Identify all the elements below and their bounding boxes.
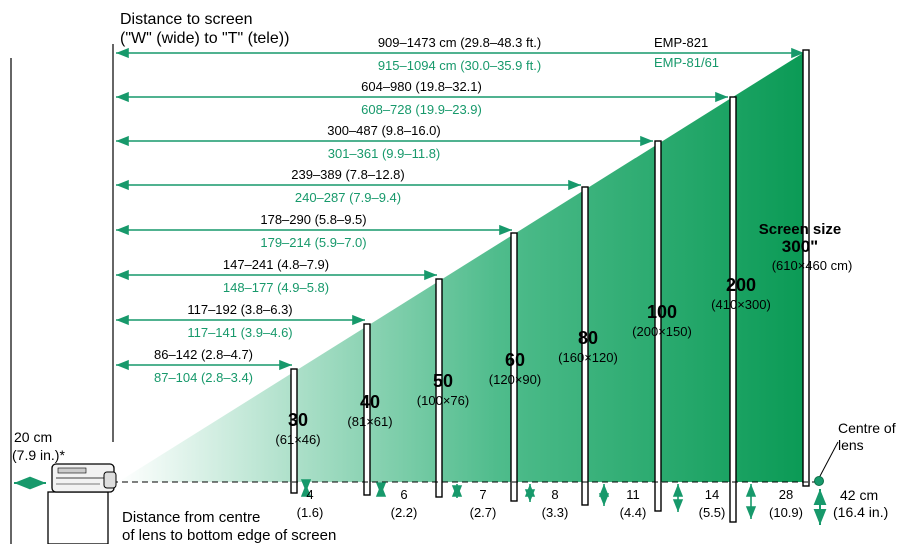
- distance-header-line1: Distance to screen: [120, 11, 253, 28]
- projector-icon: [51, 463, 117, 493]
- offset-arrows: [300, 479, 757, 519]
- distance-green-4: 179–214 (5.9–7.0): [260, 235, 366, 250]
- distance-black-1: 604–980 (19.8–32.1): [361, 79, 482, 94]
- distance-black-4: 178–290 (5.8–9.5): [260, 212, 366, 227]
- distance-black-7: 86–142 (2.8–4.7): [154, 347, 253, 362]
- distance-green-6: 117–141 (3.9–4.6): [187, 325, 292, 340]
- screen-size-300: 300": [782, 237, 818, 256]
- distance-black-5: 147–241 (4.8–7.9): [223, 257, 329, 272]
- screen-4: [581, 186, 589, 506]
- screen-size-30: 30: [288, 410, 308, 430]
- model-label-black: EMP-821: [654, 35, 708, 50]
- screen-size-60: 60: [505, 350, 525, 370]
- screen-dims-300: (610×460 cm): [772, 258, 853, 273]
- distance-black-0: 909–1473 cm (29.8–48.3 ft.): [378, 35, 541, 50]
- screen-6: [729, 96, 737, 523]
- screen-dims-200: (410×300): [711, 297, 771, 312]
- clearance-cm: 20 cm: [14, 429, 52, 445]
- clearance-in: (7.9 in.)*: [12, 447, 65, 463]
- lens-centre-label-1: Centre of: [838, 420, 896, 436]
- screen-dims-100: (200×150): [632, 324, 692, 339]
- screen-labels: 30 (61×46) 40 (81×61) 50 (100×76) 60 (12…: [275, 221, 852, 447]
- screen-size-100: 100: [647, 302, 677, 322]
- screen-dims-40: (81×61): [347, 414, 392, 429]
- distance-green-0: 915–1094 cm (30.0–35.9 ft.): [378, 58, 541, 73]
- distance-green-5: 148–177 (4.9–5.8): [223, 280, 329, 295]
- offset-in-50: (2.7): [470, 505, 497, 520]
- screen-0: [290, 368, 298, 494]
- screen-2: [435, 278, 443, 498]
- screen-7: [802, 49, 810, 487]
- screen-3: [510, 232, 518, 502]
- lens-centre-label-2: lens: [838, 437, 864, 453]
- screens: [290, 49, 810, 523]
- distance-black-3: 239–389 (7.8–12.8): [291, 167, 404, 182]
- offset-cm-60: 8: [551, 487, 558, 502]
- screen-size-50: 50: [433, 371, 453, 391]
- footer-line1: Distance from centre: [122, 509, 260, 526]
- distance-green-2: 301–361 (9.9–11.8): [328, 146, 441, 161]
- screen-size-200: 200: [726, 275, 756, 295]
- offset-labels: 4 (1.6) 6 (2.2) 7 (2.7) 8 (3.3) 11 (4.4)…: [297, 487, 803, 520]
- distance-header-line2: ("W" (wide) to "T" (tele)): [120, 30, 289, 47]
- offset-in-40: (2.2): [391, 505, 418, 520]
- screen-size-40: 40: [360, 392, 380, 412]
- offset-in-30: (1.6): [297, 505, 324, 520]
- offset-in-80: (4.4): [620, 505, 647, 520]
- model-label-green: EMP-81/61: [654, 55, 719, 70]
- distance-black-6: 117–192 (3.8–6.3): [187, 302, 292, 317]
- distance-black-2: 300–487 (9.8–16.0): [327, 123, 440, 138]
- screen-size-80: 80: [578, 328, 598, 348]
- screen-dims-80: (160×120): [558, 350, 618, 365]
- projector-stand: [47, 491, 109, 544]
- screen-dims-50: (100×76): [417, 393, 469, 408]
- screen-dims-30: (61×46): [275, 432, 320, 447]
- screen-size-caption: Screen size: [759, 221, 842, 238]
- offset-cm-40: 6: [400, 487, 407, 502]
- footer-line2: of lens to bottom edge of screen: [122, 527, 336, 544]
- offset-cm-30: 4: [306, 487, 313, 502]
- offset-in-100: (5.5): [699, 505, 726, 520]
- distance-arrows: 909–1473 cm (29.8–48.3 ft.) 915–1094 cm (…: [116, 35, 804, 385]
- offset-in-60: (3.3): [542, 505, 569, 520]
- offset-cm-200: 28: [779, 487, 793, 502]
- distance-green-1: 608–728 (19.9–23.9): [361, 102, 482, 117]
- screen-1: [363, 323, 371, 496]
- offset-cm-50: 7: [479, 487, 486, 502]
- offset-cm-80: 11: [626, 487, 640, 502]
- offset-cm-100: 14: [705, 487, 719, 502]
- lens-centre-pointer: [818, 441, 839, 479]
- screen-dims-60: (120×90): [489, 372, 541, 387]
- distance-green-7: 87–104 (2.8–3.4): [154, 370, 253, 385]
- screen-5: [654, 140, 662, 512]
- lens-height-cm: 42 cm: [840, 487, 878, 503]
- lens-centre-dot: [814, 476, 824, 486]
- offset-in-200: (10.9): [769, 505, 803, 520]
- distance-green-3: 240–287 (7.9–9.4): [295, 190, 401, 205]
- lens-height-in: (16.4 in.): [833, 504, 888, 520]
